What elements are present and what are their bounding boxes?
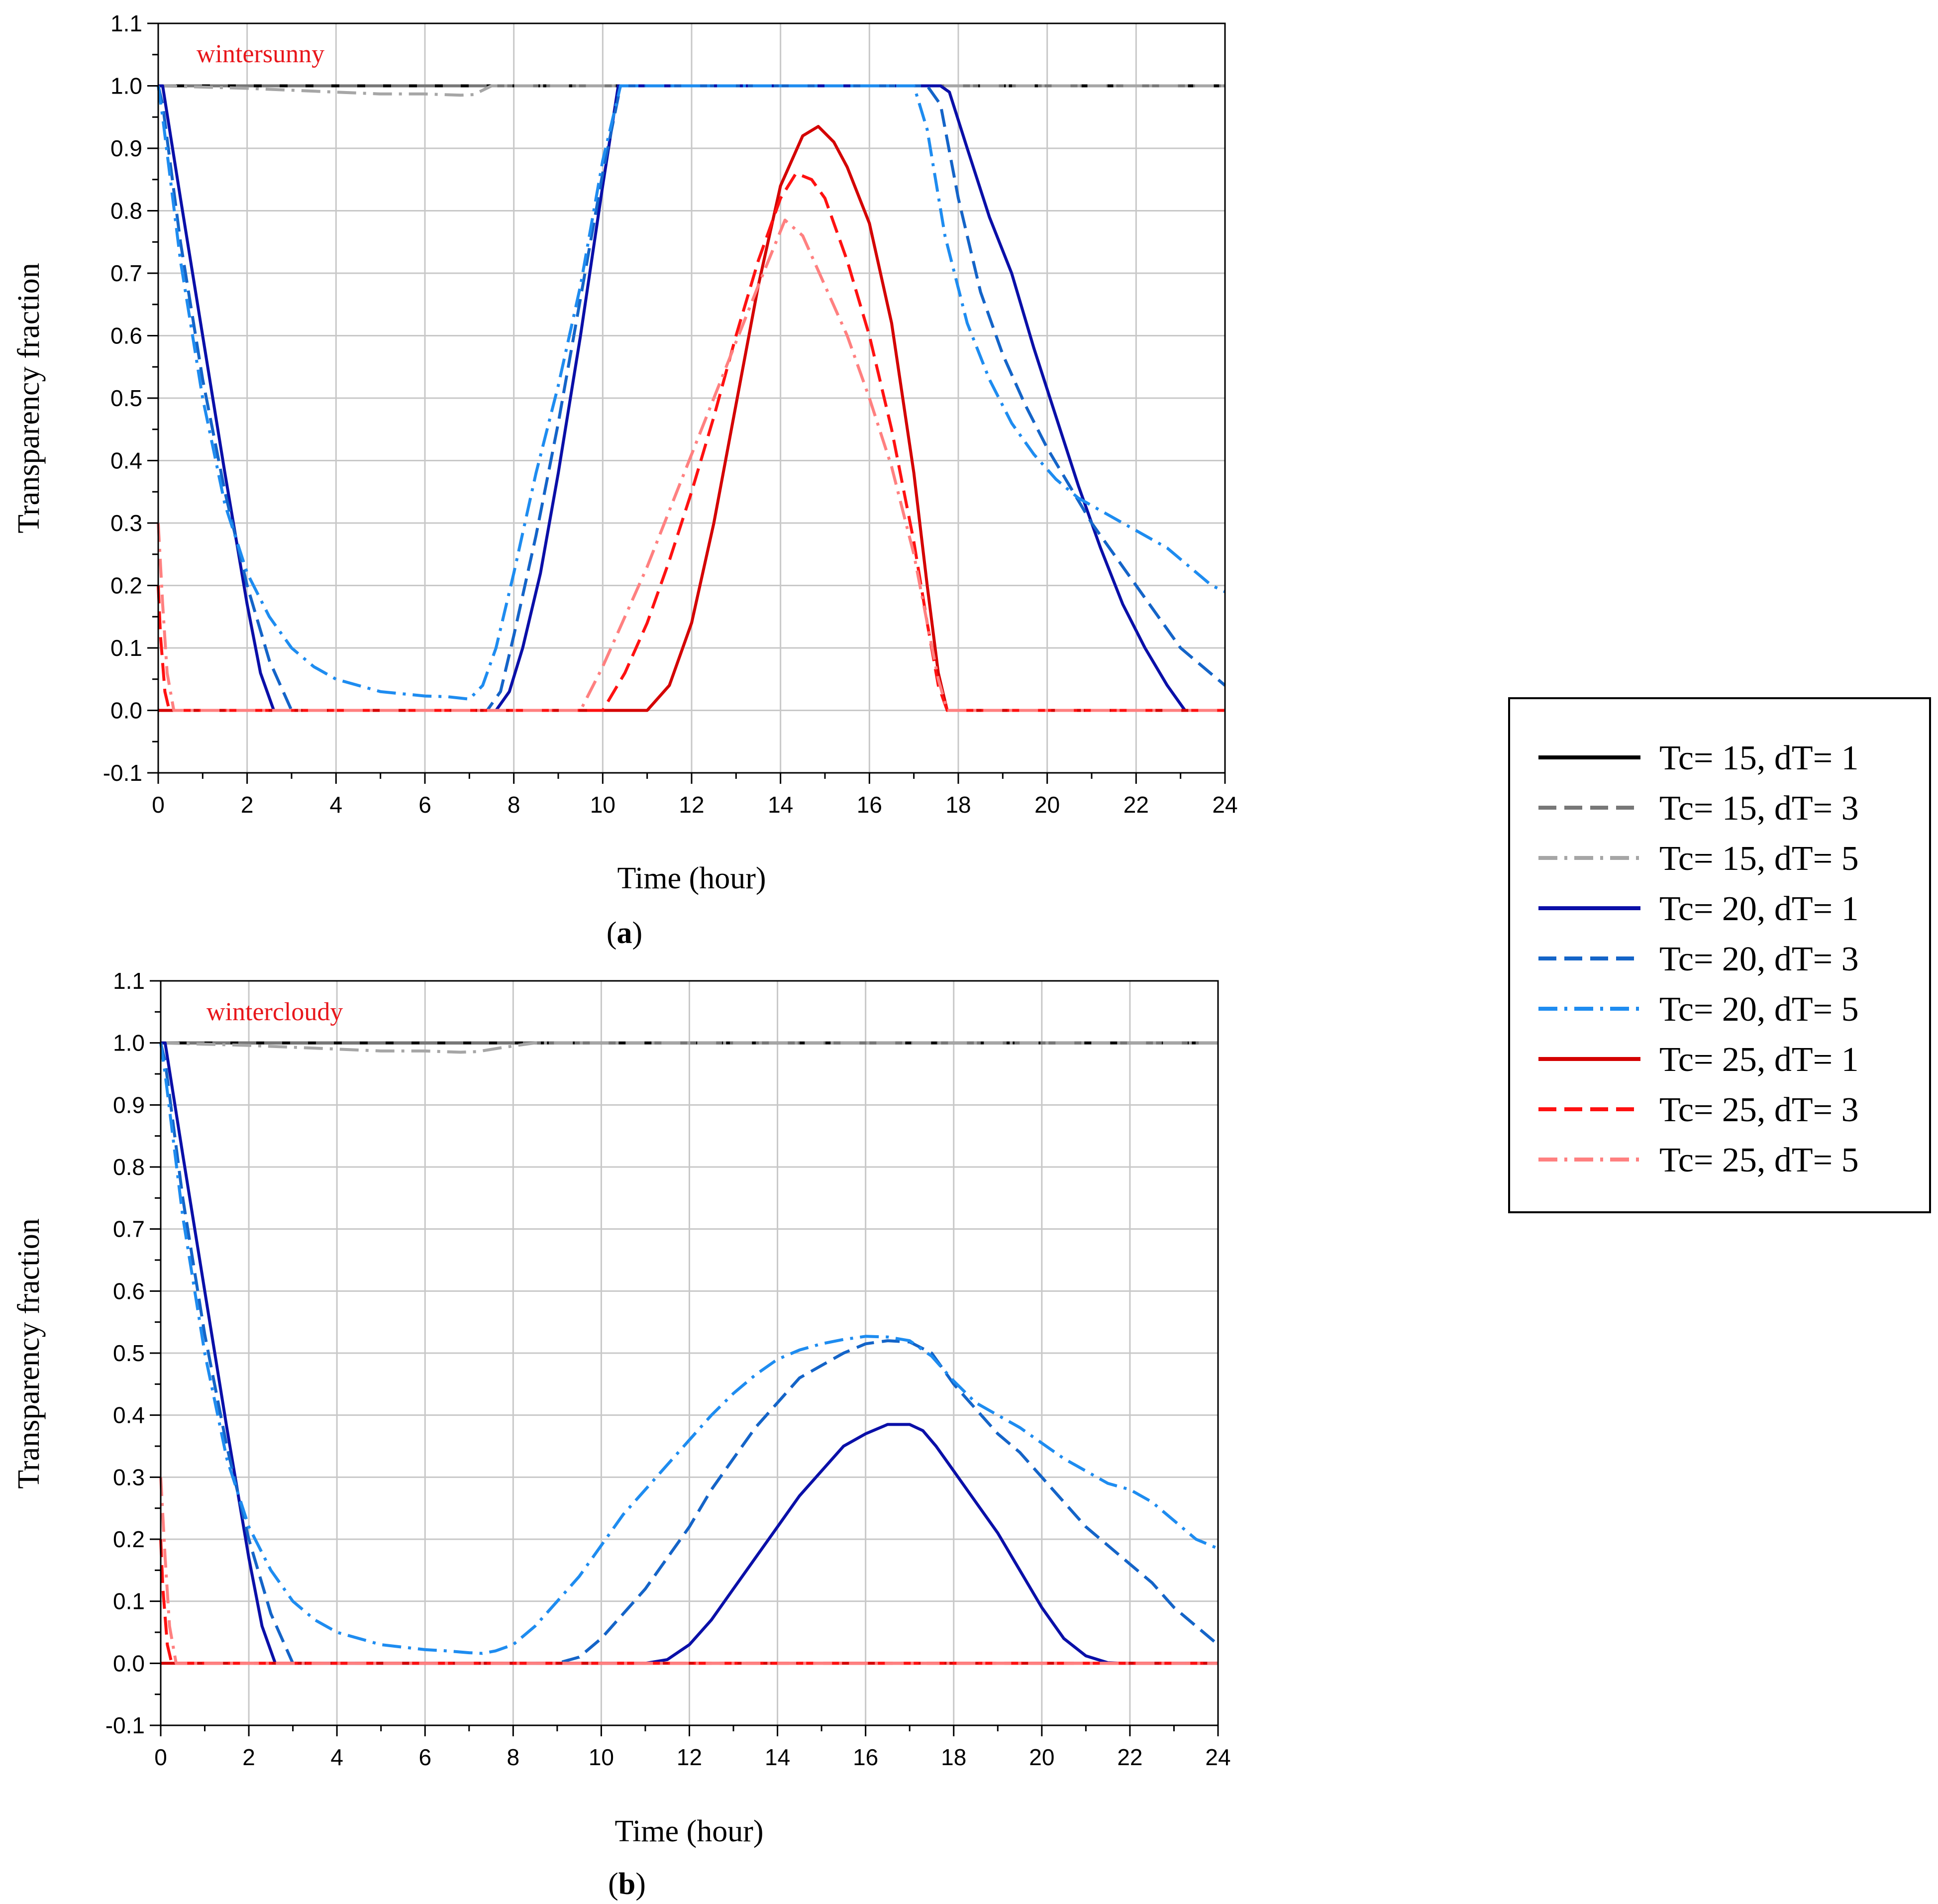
chart-panel-a: 0 2 4 6 8 10 12 14 16 18 20 22 24-0.10.00.10.20.30.4…	[12, 10, 1238, 950]
x-axis-label: Time (hour)	[614, 1814, 763, 1848]
y-tick-label: 0.2	[113, 1526, 145, 1552]
x-tick-label: 16	[857, 792, 882, 818]
y-tick-label: 0.8	[110, 198, 142, 224]
legend-label: Tc= 15, dT= 5	[1659, 840, 1859, 878]
y-axis-label: Transparency fraction	[12, 263, 46, 533]
legend-items: Tc= 15, dT= 1 Tc= 15, dT= 3 Tc= 15, dT= 5 T…	[1538, 739, 1859, 1179]
y-tick-label: 0.7	[110, 260, 142, 286]
x-tick-label: 22	[1123, 792, 1149, 818]
y-tick-label: 0.3	[113, 1464, 145, 1490]
series-line	[157, 84, 1226, 701]
y-tick-label: -0.1	[103, 760, 142, 786]
series-line	[159, 1043, 1219, 1655]
y-tick-label: 0.1	[113, 1588, 145, 1614]
y-tick-label: 0.7	[113, 1216, 145, 1242]
y-tick-label: -0.1	[105, 1712, 145, 1738]
legend-label: Tc= 20, dT= 1	[1659, 890, 1859, 928]
y-tick-label: 0.2	[110, 573, 142, 599]
y-tick-label: 0.3	[110, 510, 142, 536]
legend-label: Tc= 20, dT= 5	[1659, 990, 1859, 1029]
y-tick-label: 0.9	[110, 135, 142, 161]
x-tick-label: 14	[765, 1744, 790, 1770]
y-tick-label: 0.4	[110, 448, 142, 474]
ticks-b: 0 2 4 6 8 10 12 14 16 18 20 22 24-0.10.00.10.20.30.4…	[105, 968, 1231, 1770]
y-tick-label: 0.4	[113, 1402, 145, 1428]
panel-annotation: wintersunny	[197, 40, 324, 68]
x-tick-label: 12	[677, 1744, 702, 1770]
x-tick-label: 6	[418, 792, 431, 818]
panel-letter-b: b	[618, 1867, 635, 1901]
x-tick-label: 6	[418, 1744, 431, 1770]
legend-label: Tc= 25, dT= 1	[1659, 1041, 1859, 1079]
x-tick-label: 2	[241, 792, 254, 818]
series-line	[159, 1043, 1219, 1665]
series-line	[160, 1041, 1218, 1054]
ticks-a: 0 2 4 6 8 10 12 14 16 18 20 22 24-0.10.00.10.20.30.4…	[103, 10, 1238, 818]
legend-label: Tc= 20, dT= 3	[1659, 940, 1859, 978]
x-tick-label: 0	[154, 1744, 167, 1770]
y-tick-label: 1.0	[110, 73, 142, 99]
chart-panel-b: 0 2 4 6 8 10 12 14 16 18 20 22 24-0.10.00.10.20.30.4…	[12, 968, 1231, 1901]
x-tick-label: 4	[330, 792, 343, 818]
y-tick-label: 0.1	[110, 635, 142, 661]
y-tick-label: 1.1	[113, 968, 145, 994]
y-tick-label: 0.6	[110, 323, 142, 349]
y-tick-label: 0.0	[110, 698, 142, 724]
y-tick-label: 0.9	[113, 1092, 145, 1118]
x-tick-label: 16	[853, 1744, 878, 1770]
y-tick-label: 0.8	[113, 1154, 145, 1180]
series-layer-b	[159, 1041, 1219, 1665]
panel-label-a: (a)	[607, 916, 642, 950]
x-tick-label: 20	[1034, 792, 1060, 818]
y-tick-label: 0.6	[113, 1278, 145, 1304]
series-line	[161, 1041, 1218, 1665]
legend-label: Tc= 15, dT= 1	[1659, 739, 1859, 777]
panel-label-b: (b)	[608, 1867, 646, 1901]
legend-label: Tc= 15, dT= 3	[1659, 789, 1859, 828]
legend: Tc= 15, dT= 1 Tc= 15, dT= 3 Tc= 15, dT= 5 T…	[1508, 697, 1931, 1213]
legend-box	[1508, 697, 1931, 1213]
x-tick-label: 20	[1029, 1744, 1054, 1770]
x-tick-label: 0	[152, 792, 165, 818]
y-tick-label: 1.0	[113, 1030, 145, 1056]
x-tick-label: 12	[679, 792, 704, 818]
legend-label: Tc= 25, dT= 5	[1659, 1141, 1859, 1179]
legend-label: Tc= 25, dT= 3	[1659, 1091, 1859, 1129]
x-tick-label: 10	[590, 792, 615, 818]
x-tick-label: 8	[508, 792, 520, 818]
x-tick-label: 18	[945, 792, 971, 818]
x-tick-label: 2	[242, 1744, 255, 1770]
x-tick-label: 24	[1205, 1744, 1230, 1770]
y-axis-label: Transparency fraction	[12, 1218, 46, 1488]
x-tick-label: 14	[768, 792, 793, 818]
x-tick-label: 8	[507, 1744, 520, 1770]
series-line	[158, 84, 1225, 97]
x-tick-label: 18	[941, 1744, 966, 1770]
x-tick-label: 24	[1212, 792, 1237, 818]
x-tick-label: 4	[330, 1744, 343, 1770]
y-tick-label: 0.5	[113, 1340, 145, 1366]
y-tick-label: 0.5	[110, 385, 142, 411]
y-tick-label: 1.1	[110, 10, 142, 36]
panel-annotation: wintercloudy	[206, 998, 343, 1026]
x-tick-label: 10	[589, 1744, 614, 1770]
series-line	[159, 1477, 1218, 1665]
x-axis-label: Time (hour)	[617, 861, 766, 895]
y-tick-label: 0.0	[113, 1650, 145, 1676]
x-tick-label: 22	[1117, 1744, 1142, 1770]
series-line	[157, 172, 1225, 712]
panel-letter-a: a	[617, 916, 632, 950]
series-line	[159, 1539, 1218, 1665]
series-layer-a	[157, 84, 1226, 712]
